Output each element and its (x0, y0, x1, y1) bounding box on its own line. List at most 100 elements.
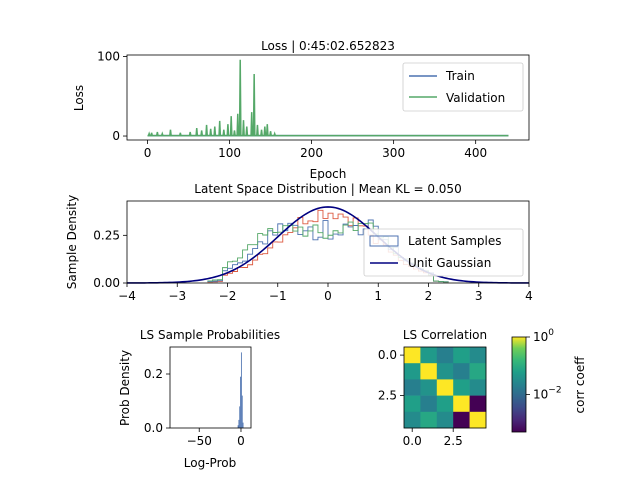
corr-cell (453, 347, 470, 364)
prob-bar (237, 425, 239, 428)
corr-cell (453, 379, 470, 396)
loss-legend: Train Validation (402, 62, 524, 112)
latent-plot: Latent Space Distribution | Mean KL = 0.… (65, 182, 533, 303)
legend-train-label: Train (445, 69, 475, 83)
latent-xtick-label: −4 (118, 289, 136, 303)
loss-plot: Loss | 0:45:02.652823 0 100 200 300 400 0 100… (72, 39, 530, 181)
corr-cell (404, 411, 421, 429)
prob-xlabel: Log-Prob (184, 456, 236, 470)
latent-xtick-label: 1 (374, 289, 382, 303)
latent-ytick-label: 0.00 (93, 276, 120, 290)
colorbar-gradient (511, 336, 527, 433)
prob-ylabel: Prob Density (118, 350, 132, 426)
corr-yticks: 0.0 2.5 (378, 348, 404, 403)
latent-ylabel: Sample Density (65, 195, 79, 289)
legend-latent-samples-label: Latent Samples (408, 234, 502, 248)
corr-cell (469, 395, 487, 413)
prob-bar (240, 376, 241, 428)
loss-legend-box (402, 62, 524, 112)
corr-ytick-label: 0.0 (378, 348, 397, 362)
corr-cell (469, 363, 487, 380)
corr-cell (453, 411, 470, 429)
prob-xtick-label: 0 (237, 434, 245, 448)
colorbar-label: corr coeff (573, 356, 587, 414)
corr-cell (453, 363, 470, 380)
latent-xtick-label: 4 (525, 289, 533, 303)
corr-cell (420, 411, 438, 429)
latent-ytick-label: 0.25 (93, 228, 120, 242)
prob-marks (237, 352, 244, 428)
colorbar-ticks: 100 10−2 (526, 328, 562, 402)
loss-ytick-label: 0 (112, 129, 120, 143)
loss-xtick-label: 0 (144, 146, 152, 160)
latent-xtick-label: −3 (168, 289, 186, 303)
prob-yticks: 0.0 0.2 (144, 367, 170, 435)
corr-cell (453, 395, 470, 413)
loss-xtick-label: 100 (218, 146, 241, 160)
prob-frame (169, 346, 252, 429)
prob-plot: LS Sample Probabilities −50 0 0.0 0.2 Log-… (118, 328, 280, 470)
corr-cell (436, 347, 454, 364)
prob-title: LS Sample Probabilities (140, 328, 280, 342)
corr-cell (404, 379, 421, 396)
legend-latent-samples-swatch (369, 235, 399, 247)
corr-cell (436, 379, 454, 396)
prob-xticks: −50 0 (187, 428, 245, 448)
loss-frame (126, 54, 530, 141)
loss-title: Loss | 0:45:02.652823 (261, 39, 395, 53)
unit-gaussian-curve (127, 206, 529, 284)
loss-marks (147, 59, 509, 137)
loss-xtick-label: 200 (300, 146, 323, 160)
corr-cell (436, 411, 454, 429)
prob-ytick-label: 0.0 (144, 421, 163, 435)
latent-xtick-label: 3 (475, 289, 483, 303)
latent-title: Latent Space Distribution | Mean KL = 0.… (194, 182, 461, 196)
prob-bar (239, 406, 241, 428)
loss-yticks: 0 100 (97, 50, 127, 143)
corr-cells (404, 347, 487, 429)
colorbar-tick-label: 10−2 (533, 386, 562, 402)
prob-bar (241, 395, 243, 428)
loss-xlabel: Epoch (310, 167, 347, 181)
validation-line (147, 59, 509, 137)
corr-cell (404, 363, 421, 380)
loss-xtick-label: 400 (464, 146, 487, 160)
colorbar-tick-label: 100 (533, 328, 554, 344)
colorbar-tick-exponent: 0 (548, 328, 554, 338)
legend-validation-label: Validation (446, 91, 505, 105)
legend-unit-gaussian-label: Unit Gaussian (408, 256, 491, 270)
corr-ytick-label: 2.5 (378, 389, 397, 403)
colorbar-tick-exponent: −2 (548, 386, 561, 396)
corr-cell (420, 395, 438, 413)
corr-cell (404, 347, 421, 364)
prob-ytick-label: 0.2 (144, 367, 163, 381)
corr-cell (436, 395, 454, 413)
corr-cell (420, 347, 438, 364)
corr-cell (420, 379, 438, 396)
prob-xtick-label: −50 (187, 434, 212, 448)
corr-cell (436, 363, 454, 380)
corr-frame (403, 346, 487, 429)
latent-yticks: 0.00 0.25 (93, 228, 127, 290)
latent-xtick-label: 2 (425, 289, 433, 303)
prob-bar (242, 422, 244, 428)
loss-xticks: 0 100 200 300 400 (144, 140, 487, 160)
corr-plot: LS Correlation 0.0 2.5 0.0 2.5 (378, 328, 487, 448)
latent-xtick-label: 0 (324, 289, 332, 303)
corr-xtick-label: 2.5 (444, 434, 463, 448)
loss-xtick-label: 300 (382, 146, 405, 160)
loss-ytick-label: 100 (97, 50, 120, 64)
corr-cell (469, 379, 487, 396)
corr-title: LS Correlation (403, 328, 487, 342)
latent-xtick-label: −2 (219, 289, 237, 303)
prob-bar (240, 352, 242, 428)
corr-cell (469, 411, 487, 429)
corr-cell (404, 395, 421, 413)
colorbar: 100 10−2 corr coeff (511, 328, 587, 433)
latent-xtick-label: −1 (269, 289, 287, 303)
corr-cell (420, 363, 438, 380)
latent-xticks: −4 −3 −2 −1 0 1 2 3 4 (118, 283, 533, 303)
prob-bar (238, 419, 240, 428)
corr-xticks: 0.0 2.5 (403, 428, 463, 448)
